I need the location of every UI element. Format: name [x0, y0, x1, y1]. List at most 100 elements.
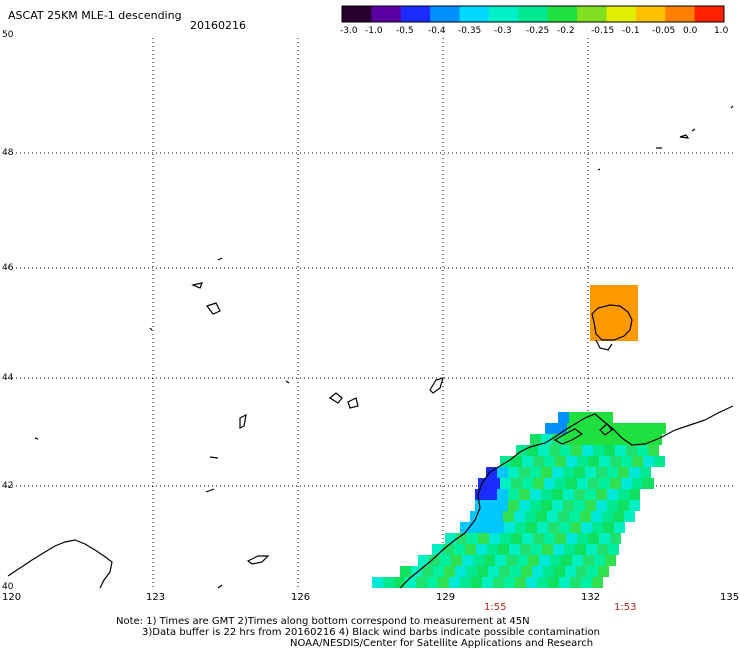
swath-cell	[629, 434, 640, 445]
time-label-1: 1:55	[484, 602, 507, 613]
swath-cell	[566, 478, 577, 489]
swath-cell	[618, 500, 629, 511]
swath-cell	[588, 456, 599, 467]
swath-cell	[481, 511, 492, 522]
swath-cell	[554, 566, 565, 577]
swath-cell	[637, 445, 648, 456]
swath-cell	[599, 533, 610, 544]
swath-cell	[585, 467, 596, 478]
swath-cell	[522, 456, 533, 467]
swath-cell	[537, 577, 548, 588]
swath-cell	[569, 511, 580, 522]
swath-cell	[566, 533, 577, 544]
lon-label-129: 129	[436, 592, 456, 603]
swath-cell	[610, 478, 621, 489]
swath-cell	[549, 445, 560, 456]
swath-cell	[561, 555, 572, 566]
swath-cell	[563, 500, 574, 511]
colorbar-label: -0.4	[428, 26, 446, 36]
swath-cell	[522, 533, 533, 544]
swath-cell	[530, 467, 541, 478]
swath-cell	[586, 544, 597, 555]
swath-cell	[648, 445, 659, 456]
swath-cell	[580, 511, 591, 522]
lat-label-46: 46	[2, 263, 14, 273]
swath-cell	[632, 456, 643, 467]
swath-cell	[519, 500, 530, 511]
swath-cell	[500, 456, 511, 467]
swath-cell	[482, 522, 493, 533]
swath-cell	[499, 566, 510, 577]
swath-cell	[585, 500, 596, 511]
swath-cell	[583, 555, 594, 566]
anomaly-block	[590, 285, 638, 341]
swath-cell	[484, 555, 495, 566]
colorbar-border	[341, 5, 725, 23]
swath-cell	[615, 445, 626, 456]
lat-label-40: 40	[2, 582, 14, 592]
swath-cell	[427, 577, 438, 588]
swath-cell	[555, 456, 566, 467]
swath-cell	[488, 566, 499, 577]
swath-cell	[525, 511, 536, 522]
swath-cell	[603, 522, 614, 533]
swath-cell	[543, 566, 554, 577]
swath-cell	[510, 566, 521, 577]
swath-cell	[394, 577, 405, 588]
swath-cell	[493, 577, 504, 588]
swath-cell	[563, 434, 574, 445]
colorbar-segment	[459, 6, 490, 22]
swath-cell	[558, 511, 569, 522]
colorbar-segment	[547, 6, 578, 22]
swath-cell	[608, 544, 619, 555]
swath-cell	[372, 577, 383, 588]
swath-cell	[596, 467, 607, 478]
colorbar-label: -0.15	[591, 26, 615, 36]
swath-cell	[493, 522, 504, 533]
swath-cell	[624, 511, 635, 522]
swath-cell	[533, 456, 544, 467]
swath-cell	[526, 522, 537, 533]
swath-cell	[629, 467, 640, 478]
lon-label-123: 123	[146, 592, 166, 603]
swath-cell	[591, 511, 602, 522]
swath-cell	[572, 555, 583, 566]
swath-cell	[486, 467, 497, 478]
colorbar-segment	[430, 6, 461, 22]
swath-cell	[574, 467, 585, 478]
swath-cell	[405, 577, 416, 588]
swath-cell	[443, 544, 454, 555]
swath-cell	[517, 555, 528, 566]
swath-cell	[553, 544, 564, 555]
colorbar-segment	[518, 6, 549, 22]
swath-cell	[527, 445, 538, 456]
lon-label-120: 120	[2, 592, 22, 603]
swath-cell	[519, 489, 530, 500]
swath-cell	[559, 522, 570, 533]
swath-cell	[495, 555, 506, 566]
wind-swath	[372, 412, 666, 588]
swath-cell	[600, 423, 611, 434]
swath-cell	[530, 434, 541, 445]
swath-cell	[596, 489, 607, 500]
lat-label-42: 42	[2, 481, 14, 491]
swath-cell	[593, 445, 604, 456]
swath-cell	[497, 489, 508, 500]
swath-cell	[577, 478, 588, 489]
colorbar	[341, 5, 725, 23]
swath-cell	[611, 423, 622, 434]
swath-cell	[556, 423, 567, 434]
swath-cell	[544, 456, 555, 467]
swath-cell	[508, 467, 519, 478]
swath-cell	[451, 555, 462, 566]
swath-cell	[476, 544, 487, 555]
colorbar-label: -0.2	[557, 26, 575, 36]
swath-cell	[594, 555, 605, 566]
swath-cell	[500, 533, 511, 544]
swath-cell	[531, 544, 542, 555]
swath-cell	[592, 522, 603, 533]
swath-cell	[640, 467, 651, 478]
swath-cell	[514, 511, 525, 522]
swath-cell	[508, 489, 519, 500]
swath-cell	[541, 500, 552, 511]
